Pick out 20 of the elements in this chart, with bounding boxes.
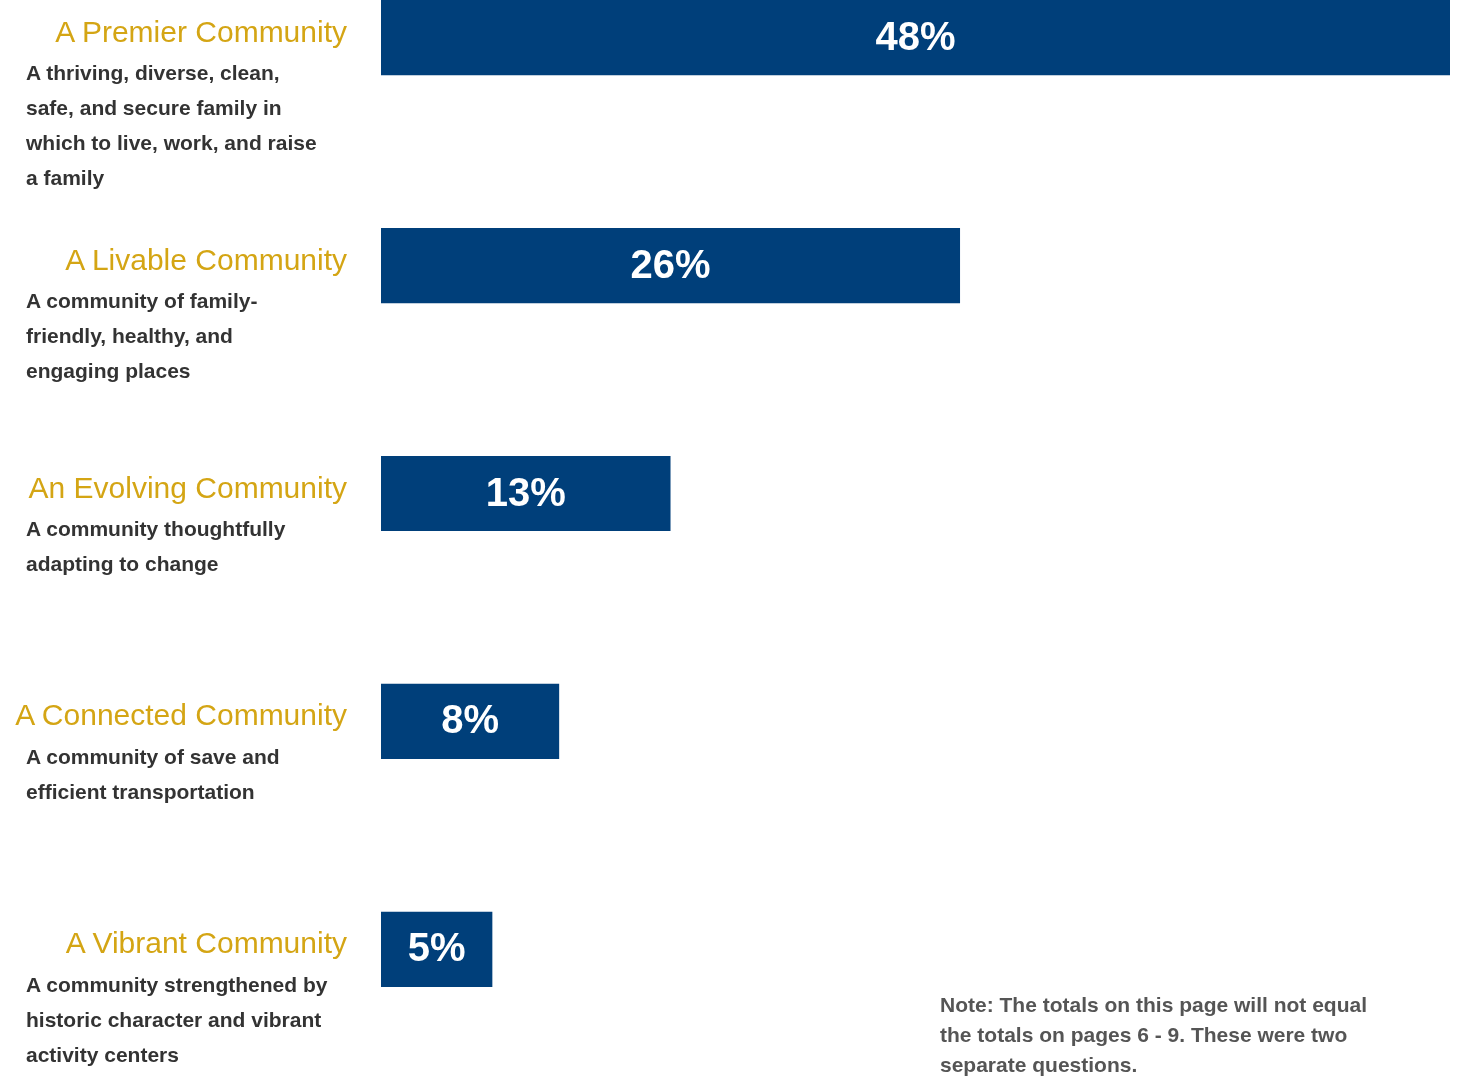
y-tick-label: A Livable Community bbox=[65, 242, 347, 276]
bar bbox=[381, 683, 560, 760]
text: A community thoughtfully adapting to change bbox=[26, 517, 286, 576]
data-label: 8% bbox=[441, 697, 499, 742]
text: A community strengthened by historic character and vibrant activity centers bbox=[26, 973, 328, 1066]
data-label: 26% bbox=[630, 241, 711, 286]
bar bbox=[381, 227, 961, 304]
text: A community of family-friendly, healthy, and engaging places bbox=[26, 289, 258, 383]
y-tick-label: A Connected Community bbox=[15, 698, 347, 732]
data-label: 13% bbox=[485, 469, 566, 514]
y-tick-label: An Evolving Community bbox=[28, 470, 347, 504]
y-tick-label: A Premier Community bbox=[55, 14, 347, 48]
bar bbox=[381, 455, 671, 532]
annotation: Note: The totals on this page will not equal the totals on pages 6 - 9. These were two separate questions. bbox=[940, 993, 1368, 1076]
data-label: 48% bbox=[875, 13, 956, 58]
y-tick-label: A Vibrant Community bbox=[65, 926, 347, 960]
data-label: 5% bbox=[407, 925, 466, 970]
text: A community of save and efficient transportation bbox=[26, 745, 280, 804]
bar bbox=[381, 0, 1450, 76]
text: A thriving, diverse, clean, safe, and secure family in which to live, work, and raise a family bbox=[25, 61, 317, 190]
